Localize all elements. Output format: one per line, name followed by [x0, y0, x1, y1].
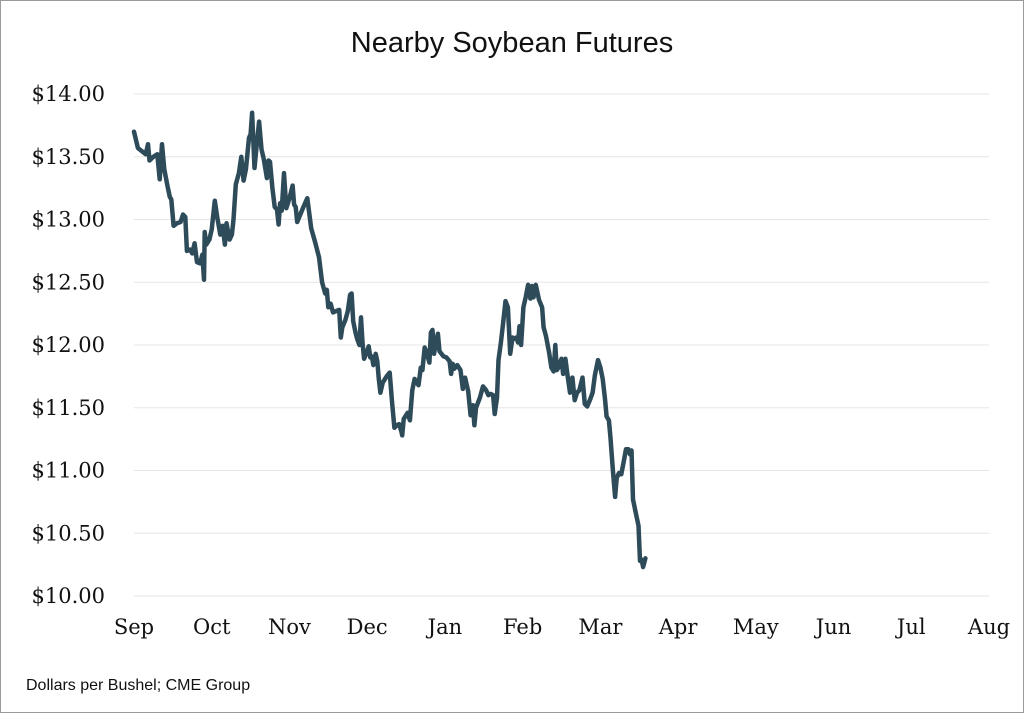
source-note: Dollars per Bushel; CME Group	[26, 677, 250, 694]
x-tick-label: Jul	[895, 615, 926, 639]
x-axis-ticks: Sep Oct Nov Dec Jan Feb Mar Apr May Jun Jul Aug	[114, 615, 1010, 639]
chart-title: Nearby Soybean Futures	[351, 27, 673, 59]
y-tick-label: $13.50	[32, 145, 105, 169]
x-tick-label: Feb	[503, 615, 542, 639]
y-tick-label: $10.50	[32, 521, 105, 545]
series-line	[131, 110, 648, 570]
y-tick-label: $10.00	[32, 584, 105, 608]
x-tick-label: Jan	[426, 615, 462, 639]
y-tick-label: $12.00	[32, 333, 105, 357]
y-tick-label: $12.50	[32, 270, 105, 294]
x-tick-label: Mar	[578, 615, 623, 639]
x-tick-label: Nov	[268, 615, 311, 639]
x-tick-label: Dec	[347, 615, 388, 639]
x-tick-label: Oct	[193, 615, 231, 639]
y-tick-label: $11.50	[32, 396, 105, 420]
x-tick-label: May	[733, 615, 779, 639]
x-tick-label: Jun	[814, 615, 851, 639]
y-tick-label: $13.00	[32, 208, 105, 232]
y-tick-label: $14.00	[32, 82, 105, 106]
x-tick-label: Apr	[658, 615, 699, 639]
y-axis-ticks: $10.00 $10.50 $11.00 $11.50 $12.00 $12.50 $13.…	[32, 82, 105, 608]
y-tick-label: $11.00	[32, 459, 105, 483]
gridlines	[134, 93, 989, 597]
series-layer	[131, 110, 648, 570]
x-tick-label: Aug	[967, 615, 1010, 639]
x-tick-label: Sep	[114, 615, 154, 639]
